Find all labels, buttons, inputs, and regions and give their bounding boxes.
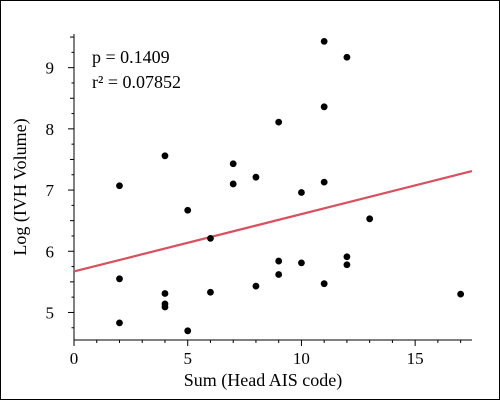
data-point	[116, 319, 123, 327]
y-tick-label: 7	[46, 181, 55, 200]
data-point	[161, 152, 169, 160]
y-tick-label: 9	[46, 59, 55, 78]
x-tick-label: 15	[407, 349, 424, 368]
plot-area: 0 5 10 15 5 6 7 8 9	[46, 34, 473, 368]
x-tick-label: 5	[183, 349, 192, 368]
data-point	[275, 271, 283, 278]
data-point	[320, 103, 328, 111]
data-point	[298, 259, 305, 267]
data-point	[320, 178, 328, 186]
data-point	[343, 253, 351, 261]
data-point	[320, 37, 328, 45]
data-point	[229, 180, 237, 188]
data-point	[298, 189, 305, 196]
data-point	[457, 290, 465, 298]
data-point	[184, 327, 192, 335]
data-point	[252, 173, 260, 181]
data-point	[366, 215, 374, 223]
data-point	[252, 282, 260, 290]
data-point	[229, 160, 237, 168]
data-point	[116, 275, 123, 283]
data-point	[275, 257, 283, 265]
data-point	[275, 118, 283, 126]
y-tick-label: 5	[46, 303, 55, 322]
data-point	[343, 53, 351, 61]
data-point	[116, 182, 123, 190]
data-point	[161, 303, 169, 311]
data-point	[184, 206, 192, 214]
data-point	[161, 290, 169, 297]
p-value-annotation: p = 0.1409	[92, 47, 170, 67]
data-point	[207, 235, 214, 242]
y-axis-title: Log (IVH Volume)	[10, 118, 31, 255]
regression-line	[73, 170, 473, 273]
y-tick-label: 6	[46, 242, 55, 261]
x-tick-label: 0	[70, 349, 79, 368]
r-squared-annotation: r² = 0.07852	[92, 72, 181, 92]
x-tick-label: 10	[293, 349, 310, 368]
y-tick-label: 8	[46, 120, 55, 139]
x-axis-title: Sum (Head AIS code)	[184, 370, 342, 391]
data-point	[320, 280, 328, 288]
data-point	[343, 261, 351, 269]
data-point	[207, 288, 214, 296]
